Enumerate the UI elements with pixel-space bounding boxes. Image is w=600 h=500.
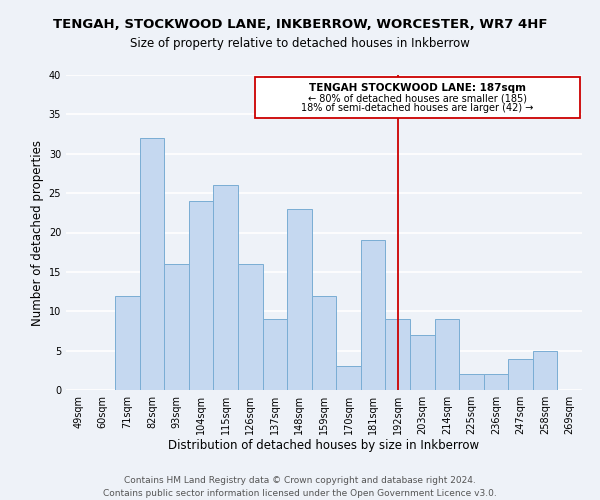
Text: TENGAH, STOCKWOOD LANE, INKBERROW, WORCESTER, WR7 4HF: TENGAH, STOCKWOOD LANE, INKBERROW, WORCE…	[53, 18, 547, 30]
Bar	[508, 358, 533, 390]
Text: 18% of semi-detached houses are larger (42) →: 18% of semi-detached houses are larger (…	[301, 104, 533, 114]
Bar	[459, 374, 484, 390]
Bar	[312, 296, 336, 390]
FancyBboxPatch shape	[255, 78, 580, 118]
Text: ← 80% of detached houses are smaller (185): ← 80% of detached houses are smaller (18…	[308, 93, 527, 103]
Text: Size of property relative to detached houses in Inkberrow: Size of property relative to detached ho…	[130, 38, 470, 51]
Bar	[410, 335, 434, 390]
Bar	[484, 374, 508, 390]
Bar	[533, 350, 557, 390]
Bar	[287, 209, 312, 390]
Bar	[361, 240, 385, 390]
Text: Contains HM Land Registry data © Crown copyright and database right 2024.: Contains HM Land Registry data © Crown c…	[124, 476, 476, 485]
Bar	[115, 296, 140, 390]
Bar	[164, 264, 189, 390]
Bar	[263, 319, 287, 390]
Y-axis label: Number of detached properties: Number of detached properties	[31, 140, 44, 326]
Text: TENGAH STOCKWOOD LANE: 187sqm: TENGAH STOCKWOOD LANE: 187sqm	[309, 83, 526, 93]
Bar	[214, 185, 238, 390]
Bar	[336, 366, 361, 390]
X-axis label: Distribution of detached houses by size in Inkberrow: Distribution of detached houses by size …	[169, 438, 479, 452]
Bar	[434, 319, 459, 390]
Bar	[385, 319, 410, 390]
Bar	[189, 201, 214, 390]
Bar	[238, 264, 263, 390]
Bar	[140, 138, 164, 390]
Text: Contains public sector information licensed under the Open Government Licence v3: Contains public sector information licen…	[103, 489, 497, 498]
